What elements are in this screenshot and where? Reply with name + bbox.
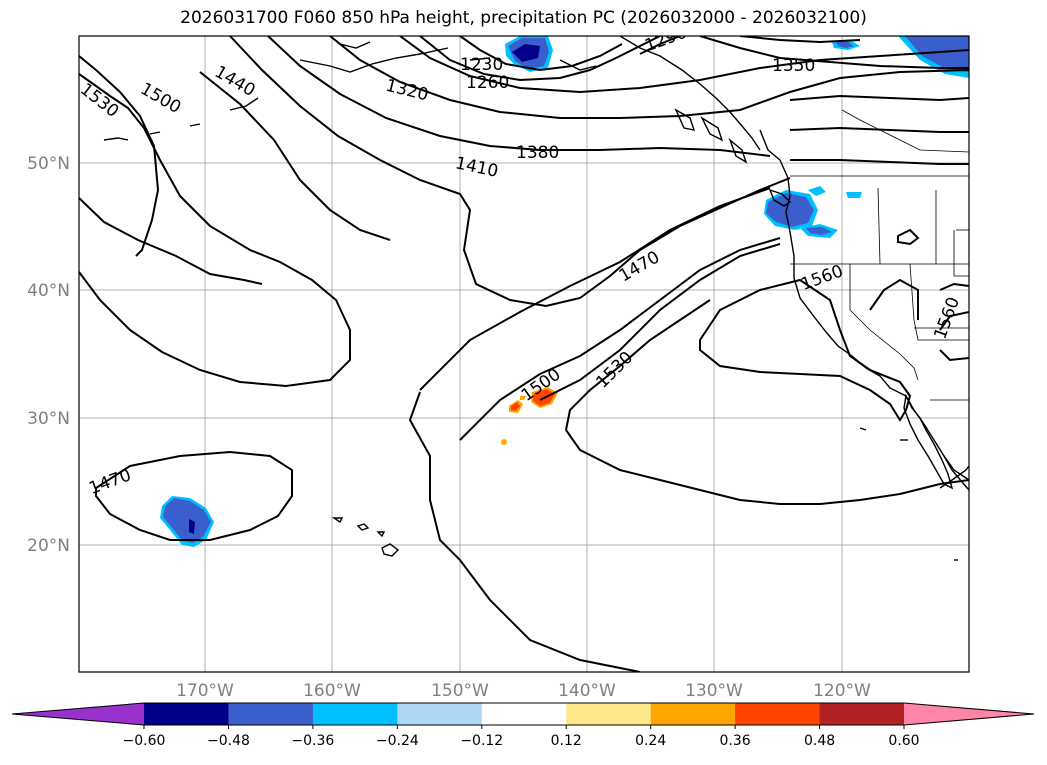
colorbar-segment: [650, 703, 736, 725]
colorbar-tick-label: −0.60: [123, 733, 166, 749]
graticule: [79, 36, 969, 672]
colorbar-segment: [397, 703, 483, 725]
lon-tick-label: 120°W: [813, 681, 871, 701]
colorbar-tick-label: 0.36: [720, 733, 751, 749]
colorbar-extend-high: [904, 703, 1034, 725]
lon-tick-label: 160°W: [303, 681, 361, 701]
colorbar-tick-label: 0.60: [888, 733, 919, 749]
lat-tick-label: 40°N: [27, 281, 70, 301]
lon-tick-label: 170°W: [176, 681, 234, 701]
colorbar-segment: [312, 703, 398, 725]
contour-label: 1380: [516, 143, 559, 163]
lat-tick-label: 20°N: [27, 536, 70, 556]
state-borders: [790, 109, 969, 401]
contour-label: 1260: [466, 73, 509, 93]
lon-tick-label: 150°W: [431, 681, 489, 701]
colorbar-tick-label: 0.48: [804, 733, 835, 749]
lat-tick-label: 30°N: [27, 409, 70, 429]
lat-tick-label: 50°N: [27, 154, 70, 174]
colorbar-tick-label: −0.24: [376, 733, 419, 749]
colorbar-tick-label: 0.24: [635, 733, 666, 749]
contour-label: 1230: [460, 55, 503, 75]
colorbar-tick-label: −0.48: [207, 733, 250, 749]
colorbar-segment: [144, 703, 229, 725]
contour-label: 1350: [772, 56, 815, 76]
map-title: 2026031700 F060 850 hPa height, precipit…: [180, 8, 867, 28]
colorbar-segment: [481, 703, 567, 725]
lon-tick-label: 140°W: [558, 681, 616, 701]
colorbar-extend-low: [12, 703, 144, 725]
colorbar-segment: [566, 703, 652, 725]
map-panel: [79, 36, 969, 672]
colorbar-tick-label: −0.36: [291, 733, 334, 749]
lat-axis: 50°N 40°N 30°N 20°N: [27, 154, 70, 556]
colorbar-segment: [819, 703, 905, 725]
lon-axis: 170°W 160°W 150°W 140°W 130°W 120°W: [176, 681, 871, 701]
colorbar-segment: [735, 703, 821, 725]
map-frame: [78, 35, 970, 673]
colorbar: −0.60 −0.48 −0.36 −0.24 −0.12 0.12 0.24 0.36 0.4…: [11, 702, 1035, 749]
height-contours: [79, 36, 969, 672]
colorbar-segment: [228, 703, 314, 725]
colorbar-tick-label: −0.12: [460, 733, 503, 749]
lon-tick-label: 130°W: [685, 681, 743, 701]
colorbar-tick-label: 0.12: [551, 733, 582, 749]
